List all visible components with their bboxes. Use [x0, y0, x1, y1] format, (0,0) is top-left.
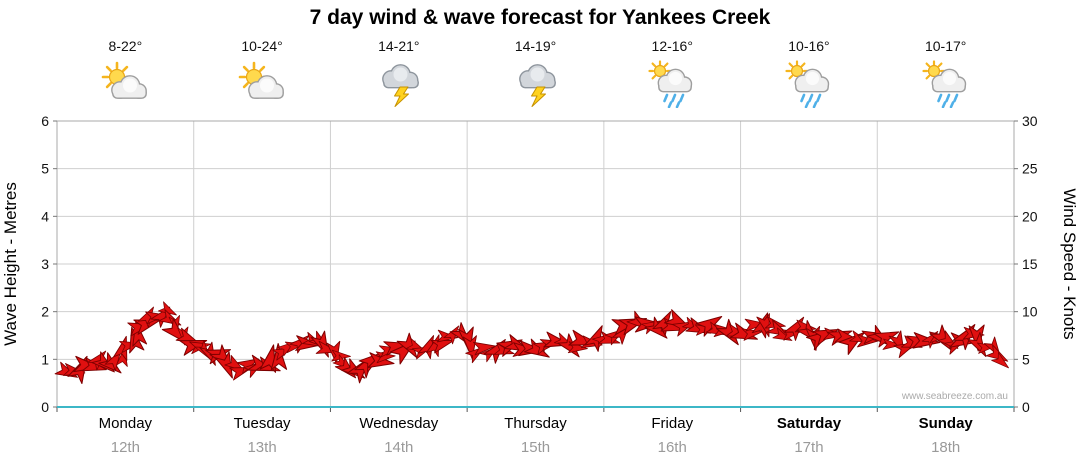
day-label-column: Sunday 18th [877, 415, 1014, 456]
wind-barb [744, 318, 767, 332]
day-name: Friday [651, 415, 694, 432]
left-tick-label: 6 [41, 113, 49, 129]
day-label-column: Monday 12th [57, 415, 194, 456]
forecast-day-column: 12-16° [604, 36, 741, 120]
temperature-range: 10-17° [924, 38, 967, 54]
wind-barb [968, 324, 985, 352]
forecast-header: 8-22° 10-24° 14-21° 14-19° 12-16° 10-16° 10-17… [57, 36, 1014, 120]
temperature-range: 10-24° [241, 38, 283, 54]
right-tick-label: 30 [1022, 113, 1038, 129]
left-tick-label: 5 [41, 161, 49, 177]
right-tick-label: 20 [1022, 208, 1038, 224]
right-tick-label: 0 [1022, 399, 1030, 415]
left-tick-label: 3 [41, 256, 49, 272]
wind-barb [695, 316, 723, 337]
watermark: www.seabreeze.com.au [901, 391, 1008, 402]
left-axis-title: Wave Height - Metres [1, 182, 20, 346]
forecast-day-column: 10-17° [877, 36, 1014, 120]
day-labels-row: Monday 12th Tuesday 13th Wednesday 14th Thursd… [57, 415, 1014, 456]
day-date: 17th [794, 439, 824, 456]
wind-barb [882, 338, 902, 350]
forecast-day-column: 10-16° [741, 36, 878, 120]
left-tick-label: 0 [41, 399, 49, 415]
wind-barb [331, 349, 351, 362]
forecast-day-column: 10-24° [194, 36, 331, 120]
right-tick-label: 10 [1022, 304, 1038, 320]
wind-barb [158, 301, 177, 316]
wind-barb [473, 341, 497, 356]
forecast-day-column: 14-21° [330, 36, 467, 120]
day-name: Thursday [504, 415, 567, 432]
forecast-day-column: 8-22° [57, 36, 194, 120]
left-tick-label: 1 [41, 351, 49, 367]
day-name: Wednesday [359, 415, 439, 432]
day-date: 13th [247, 439, 277, 456]
day-label-column: Tuesday 13th [194, 415, 331, 456]
day-label-column: Thursday 15th [467, 415, 604, 456]
temperature-range: 12-16° [651, 38, 693, 54]
temperature-range: 8-22° [108, 38, 143, 54]
day-name: Tuesday [233, 415, 291, 432]
wind-barb [985, 344, 1009, 362]
wind-barb-series [54, 301, 1010, 385]
day-name: Monday [98, 415, 153, 432]
right-axis-title: Wind Speed - Knots [1060, 188, 1079, 339]
left-tick-label: 2 [41, 304, 49, 320]
temperature-range: 14-19° [514, 38, 557, 54]
day-name: Sunday [918, 415, 973, 432]
wind-barb [161, 318, 187, 344]
right-tick-label: 5 [1022, 351, 1030, 367]
wind-barb [224, 354, 245, 372]
wind-barb [443, 325, 460, 345]
wind-barb [214, 351, 233, 379]
right-tick-label: 25 [1022, 161, 1038, 177]
day-name: Saturday [776, 415, 842, 432]
page-title: 7 day wind & wave forecast for Yankees C… [309, 6, 771, 29]
day-label-column: Friday 16th [604, 415, 741, 456]
temperature-range: 10-16° [788, 38, 830, 54]
day-date: 16th [657, 439, 687, 456]
forecast-day-column: 14-19° [467, 36, 604, 120]
right-tick-label: 15 [1022, 256, 1038, 272]
day-date: 18th [931, 439, 961, 456]
temperature-range: 14-21° [378, 38, 420, 54]
day-date: 14th [384, 439, 414, 456]
left-tick-label: 4 [41, 208, 49, 224]
day-date: 15th [520, 439, 551, 456]
day-label-column: Wednesday 14th [330, 415, 467, 456]
day-label-column: Saturday 17th [741, 415, 878, 456]
wind-barb [991, 352, 1010, 369]
day-date: 12th [110, 439, 140, 456]
